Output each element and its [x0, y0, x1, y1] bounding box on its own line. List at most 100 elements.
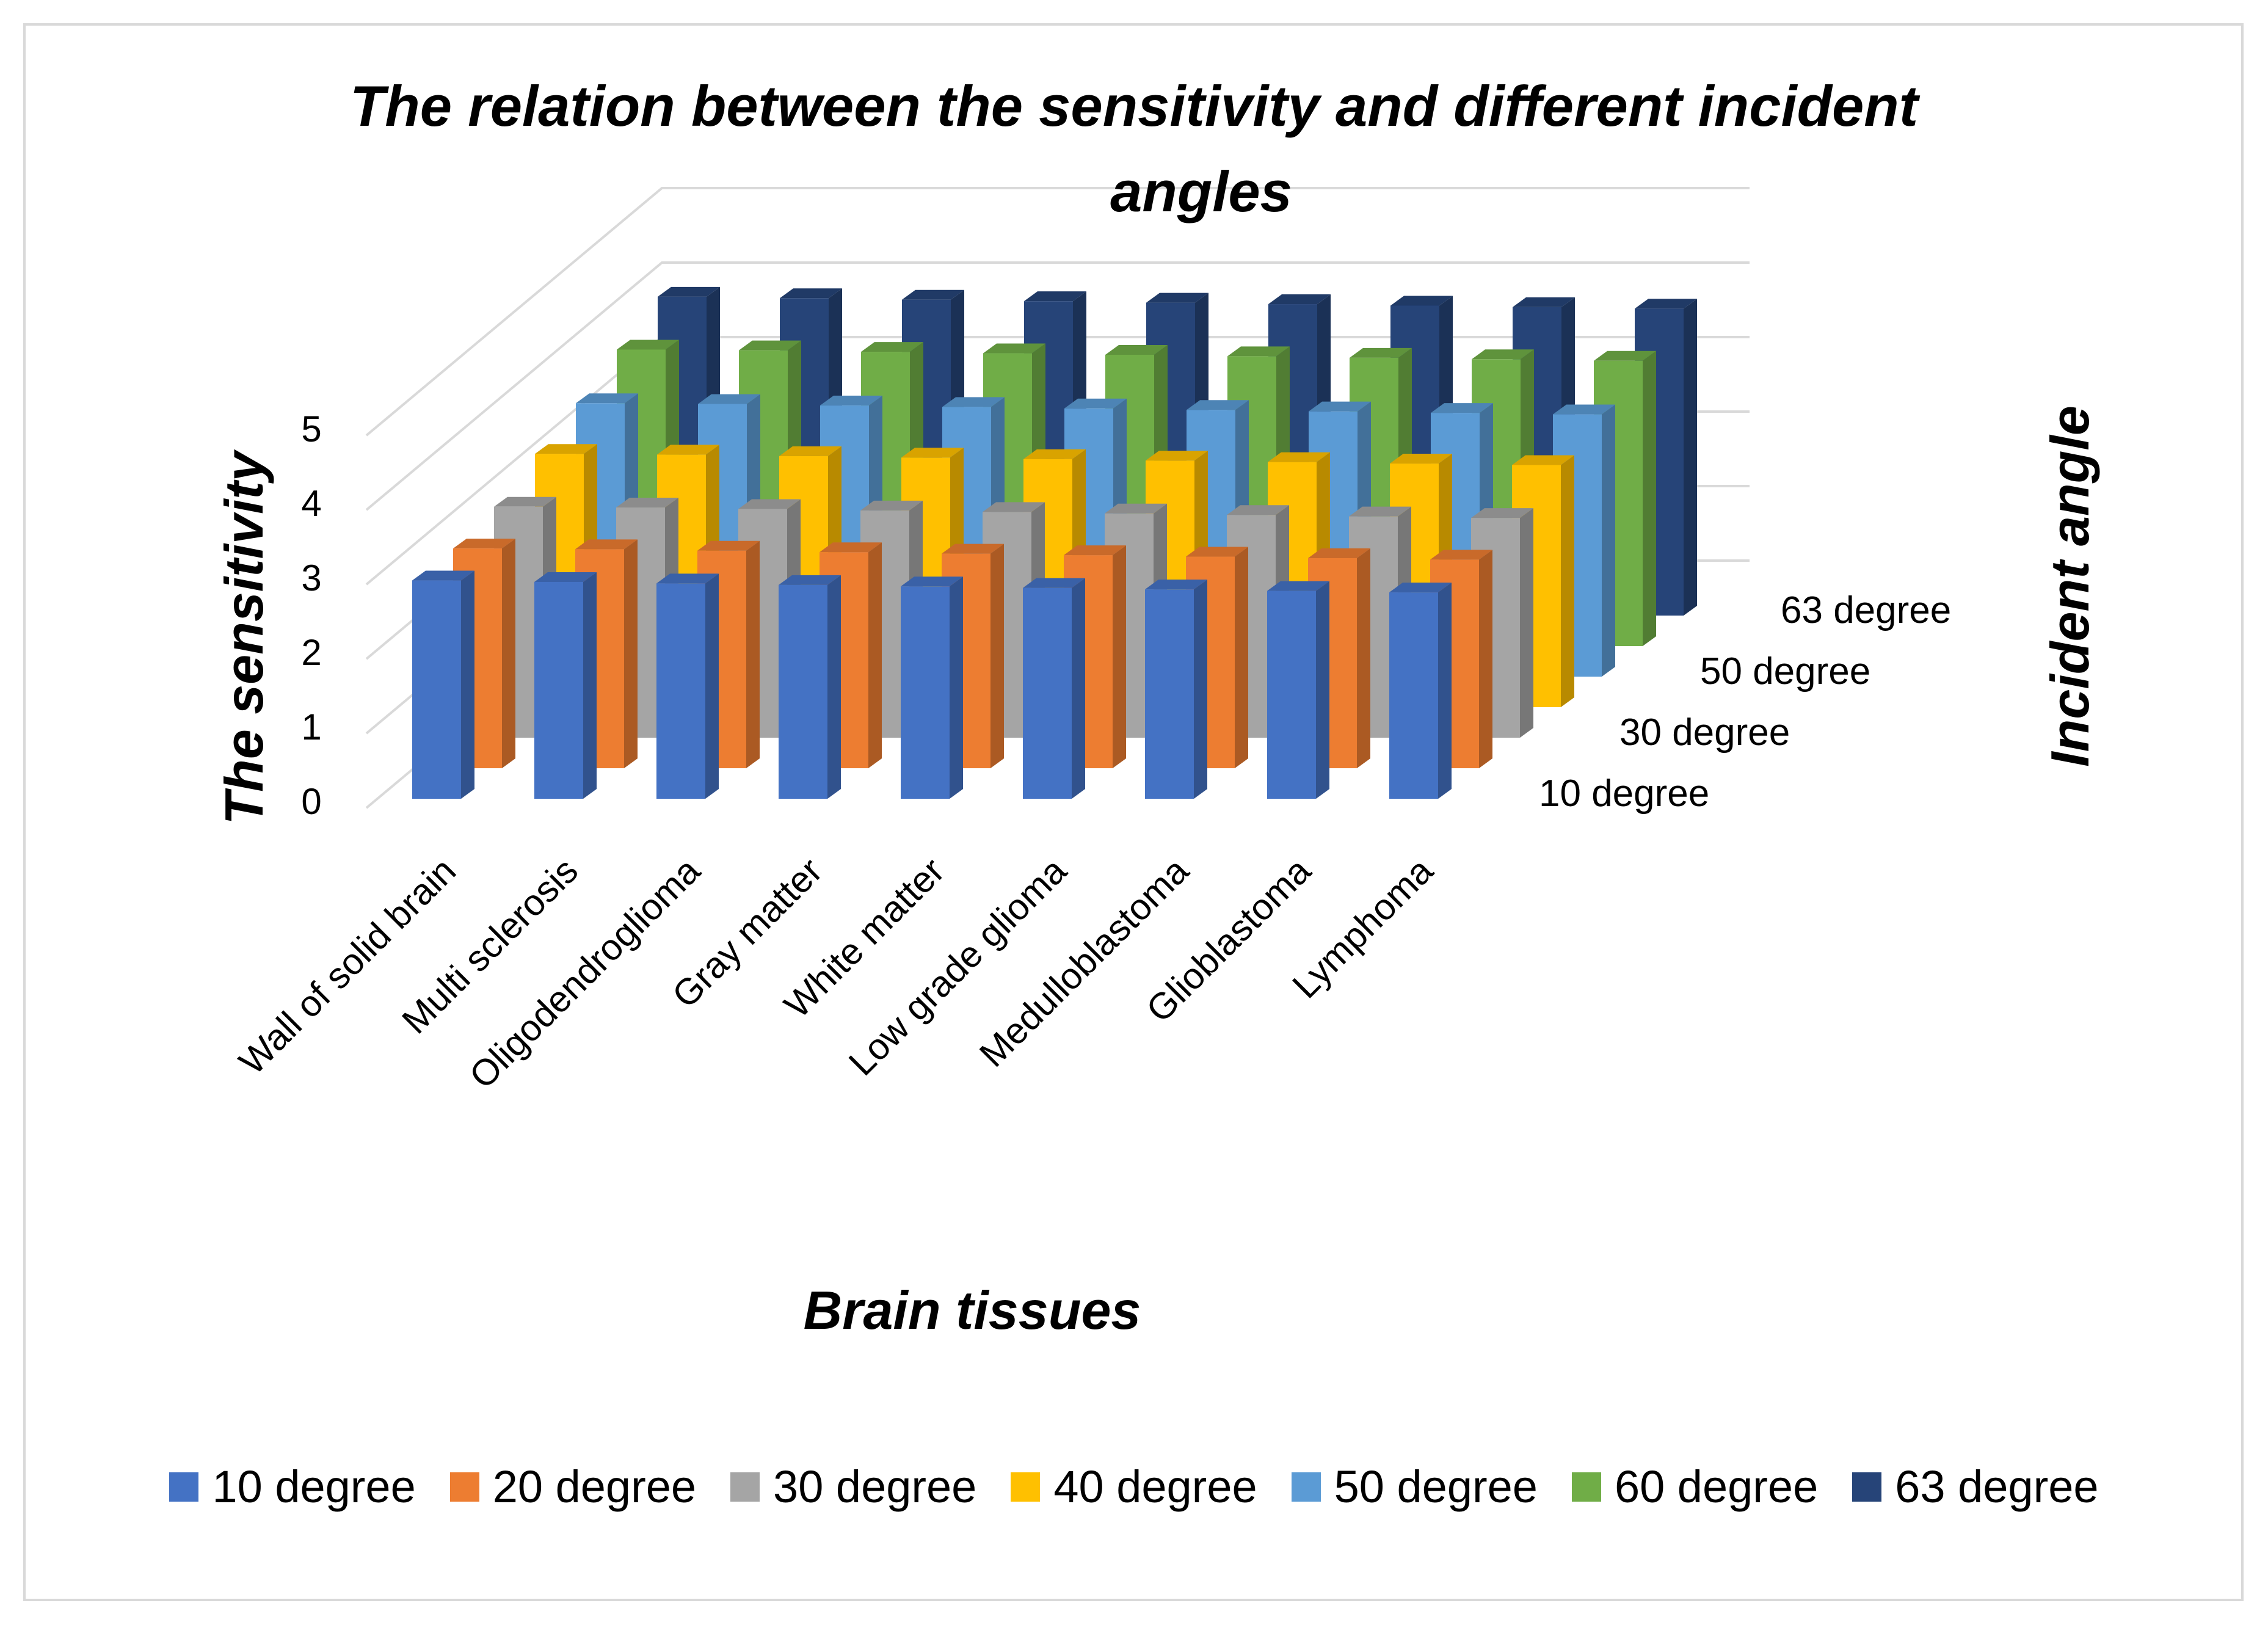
bar-top: [1267, 581, 1329, 591]
bar-side: [868, 542, 882, 768]
bar-top: [1635, 299, 1697, 309]
legend-item: 60 degree: [1571, 1461, 1819, 1513]
bar-top: [820, 395, 882, 405]
bar-side: [1235, 547, 1248, 768]
y-tick-label: 3: [301, 558, 321, 598]
bar-top: [1430, 550, 1492, 560]
legend-item: 40 degree: [1011, 1461, 1257, 1513]
bar-top: [1390, 454, 1452, 464]
y-tick-label: 1: [301, 707, 321, 747]
legend-swatch: [730, 1472, 760, 1502]
bar-top: [1105, 503, 1167, 514]
bar-front: [1267, 591, 1316, 799]
bar-top: [656, 573, 719, 584]
bar-side: [1479, 550, 1492, 768]
bar-front: [1145, 589, 1194, 799]
bar: [1267, 581, 1329, 799]
bar-top: [983, 502, 1045, 512]
bar: [656, 573, 719, 799]
legend-label: 40 degree: [1053, 1461, 1257, 1512]
x-axis-title: Brain tissues: [803, 1280, 1141, 1340]
bar-top: [780, 288, 842, 299]
bar-side: [1438, 583, 1452, 799]
bar-top: [779, 575, 841, 585]
bar-top: [616, 498, 678, 508]
bar-side: [746, 540, 760, 768]
bar-top: [1145, 580, 1207, 590]
bar-top: [1146, 293, 1209, 303]
y-tick-label: 5: [301, 409, 321, 449]
legend-label: 30 degree: [773, 1461, 977, 1512]
depth-tick-label: 30 degree: [1619, 711, 1790, 754]
bar-top: [1390, 296, 1453, 306]
bar: [779, 575, 841, 799]
bar-top: [1513, 297, 1575, 307]
legend-swatch: [449, 1472, 479, 1502]
depth-tick-label: 63 degree: [1781, 589, 1951, 631]
bar-side: [705, 573, 719, 799]
bar-top: [657, 445, 719, 455]
legend: 10 degree 20 degree 30 degree 40 degree 50 d…: [0, 1461, 2268, 1513]
legend-label: 20 degree: [492, 1461, 697, 1512]
bar-side: [1520, 508, 1533, 738]
bar-top: [576, 393, 638, 404]
bar-top: [1268, 294, 1331, 305]
bar: [901, 576, 963, 799]
bar-side: [624, 539, 638, 768]
y-axis-ticks: 0 1 2 3 4 5: [301, 409, 321, 822]
bar-side: [1357, 548, 1370, 768]
bar-top: [534, 572, 597, 582]
bar-top: [739, 340, 801, 351]
bar-top: [1349, 506, 1411, 517]
y-axis-title: The sensitivity: [214, 451, 274, 825]
bar-top: [1064, 545, 1126, 556]
bar-side: [1684, 299, 1697, 616]
legend-item: 63 degree: [1852, 1461, 2099, 1513]
chart-title-line-2: angles: [1110, 159, 1292, 224]
depth-axis-ticks: 10 degree 30 degree 50 degree 63 degree: [1539, 589, 1951, 815]
bar-top: [942, 543, 1004, 554]
bar-top: [1268, 452, 1330, 462]
bar-top: [902, 289, 964, 300]
bar-top: [1389, 583, 1452, 593]
bar-top: [1186, 547, 1248, 557]
legend-label: 50 degree: [1334, 1461, 1538, 1512]
depth-tick-label: 50 degree: [1700, 650, 1870, 693]
gridline: [365, 261, 1750, 511]
x-tick-label: Medulloblastoma: [972, 849, 1197, 1075]
y-tick-label: 4: [301, 483, 321, 524]
bar-top: [1105, 344, 1168, 355]
depth-axis-title: Incident angle: [2040, 405, 2100, 767]
bar-top: [1146, 451, 1208, 461]
bar-top: [658, 286, 720, 297]
legend-swatch: [1291, 1472, 1321, 1502]
bar: [534, 572, 597, 799]
bar-top: [1309, 401, 1371, 412]
bar-front: [779, 584, 827, 799]
bar-top: [453, 539, 515, 549]
bar-top: [617, 340, 679, 350]
bar-side: [502, 539, 515, 768]
bar-side: [1194, 580, 1207, 799]
bar-side: [1602, 404, 1615, 677]
bar: [1389, 583, 1452, 799]
bar-top: [820, 542, 882, 553]
bar: [1145, 580, 1207, 799]
legend-item: 20 degree: [449, 1461, 697, 1513]
bar-top: [1227, 505, 1289, 515]
bar-side: [583, 572, 597, 799]
bar-side: [1561, 455, 1574, 707]
bar-top: [983, 343, 1045, 354]
bar-top: [698, 394, 760, 404]
legend-label: 60 degree: [1614, 1461, 1819, 1512]
legend-swatch: [1852, 1472, 1882, 1502]
depth-tick-label: 10 degree: [1539, 773, 1709, 815]
bar-top: [1024, 291, 1086, 302]
legend-label: 63 degree: [1895, 1461, 2099, 1512]
bar-top: [697, 540, 760, 551]
bar-side: [990, 543, 1004, 768]
bar-top: [575, 539, 638, 550]
bar-side: [461, 570, 474, 799]
bar-side: [827, 575, 841, 799]
